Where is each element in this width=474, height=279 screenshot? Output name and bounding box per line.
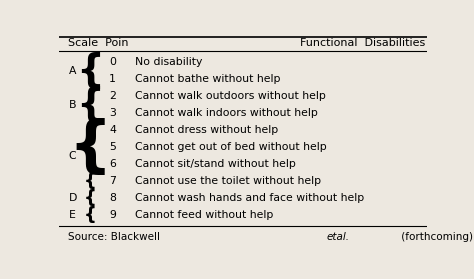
Text: Scale  Poin: Scale Poin [68, 38, 129, 48]
Text: Cannot sit/stand without help: Cannot sit/stand without help [135, 159, 295, 169]
Text: {: { [76, 52, 104, 90]
Text: 2: 2 [109, 91, 116, 101]
Text: Functional  Disabilities: Functional Disabilities [300, 38, 425, 48]
Text: {: { [84, 189, 97, 207]
Text: D: D [68, 193, 77, 203]
Text: 9: 9 [109, 210, 116, 220]
Text: Cannot dress without help: Cannot dress without help [135, 125, 278, 135]
Text: Cannot use the toilet without help: Cannot use the toilet without help [135, 176, 321, 186]
Text: etal.: etal. [326, 232, 349, 242]
Text: {: { [69, 118, 112, 177]
Text: 1: 1 [109, 74, 116, 84]
Text: {: { [76, 86, 104, 124]
Text: No disability: No disability [135, 57, 202, 67]
Text: E: E [68, 210, 75, 220]
Text: 0: 0 [109, 57, 116, 67]
Text: Cannot walk indoors without help: Cannot walk indoors without help [135, 108, 318, 118]
Text: B: B [68, 100, 76, 110]
Text: 8: 8 [109, 193, 116, 203]
Text: Cannot wash hands and face without help: Cannot wash hands and face without help [135, 193, 364, 203]
Text: 5: 5 [109, 142, 116, 152]
Text: 6: 6 [109, 159, 116, 169]
Text: C: C [68, 151, 76, 161]
Text: Cannot feed without help: Cannot feed without help [135, 210, 273, 220]
Text: {: { [84, 206, 97, 224]
Text: Cannot walk outdoors without help: Cannot walk outdoors without help [135, 91, 326, 101]
Text: Source: Blackwell: Source: Blackwell [68, 232, 164, 242]
Text: {: { [84, 172, 97, 190]
Text: 4: 4 [109, 125, 116, 135]
Text: Cannot get out of bed without help: Cannot get out of bed without help [135, 142, 326, 152]
Text: Cannot bathe without help: Cannot bathe without help [135, 74, 280, 84]
Text: 3: 3 [109, 108, 116, 118]
Text: A: A [68, 66, 76, 76]
Text: (forthcoming): (forthcoming) [398, 232, 473, 242]
Text: 7: 7 [109, 176, 116, 186]
